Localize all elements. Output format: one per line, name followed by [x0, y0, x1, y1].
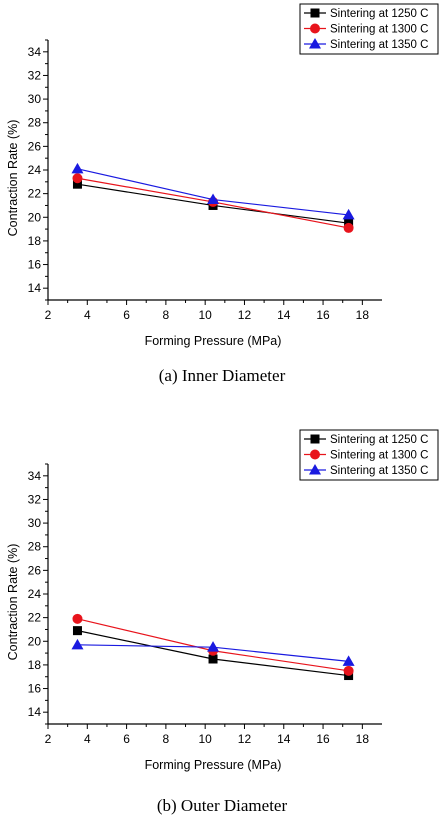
y-tick-label: 14: [28, 705, 42, 719]
legend-label: Sintering at 1300 C: [330, 24, 428, 36]
legend: Sintering at 1250 C Sintering at 1300 C Si…: [299, 429, 439, 481]
x-tick-label: 8: [163, 308, 170, 322]
y-axis-label: Contraction Rate (%): [6, 544, 20, 661]
legend-label: Sintering at 1350 C: [330, 39, 428, 51]
y-tick-label: 24: [28, 587, 42, 601]
legend: Sintering at 1250 C Sintering at 1300 C Si…: [299, 3, 439, 55]
chart-panel-2: 2 4 6 8 10 12 14 16 181416182022242628303234Form…: [6, 429, 439, 815]
legend-marker: [310, 434, 320, 444]
x-tick-label: 12: [238, 732, 252, 746]
y-tick-label: 30: [28, 516, 42, 530]
panel-caption: (a) Inner Diameter: [159, 366, 286, 385]
legend-marker: [309, 38, 321, 49]
y-tick-label: 20: [28, 210, 42, 224]
legend-marker: [310, 449, 320, 460]
data-point: [342, 655, 355, 666]
y-tick-label: 16: [28, 682, 42, 696]
y-tick-label: 28: [28, 116, 42, 130]
x-axis-label: Forming Pressure (MPa): [145, 334, 282, 348]
series-3: [71, 162, 355, 220]
x-tick-label: 4: [84, 732, 91, 746]
data-point: [342, 208, 355, 220]
x-tick-label: 18: [356, 732, 370, 746]
data-point: [207, 193, 220, 205]
data-point: [208, 654, 218, 664]
x-tick-label: 12: [238, 308, 252, 322]
x-tick-label: 2: [45, 308, 52, 322]
y-tick-label: 26: [28, 563, 42, 577]
legend-label: Sintering at 1300 C: [330, 450, 428, 462]
y-tick-label: 34: [28, 469, 42, 483]
data-point: [71, 162, 84, 174]
legend-marker: [310, 23, 320, 34]
legend-marker: [310, 8, 320, 18]
data-point: [343, 222, 354, 233]
y-tick-label: 18: [28, 658, 42, 672]
y-tick-label: 32: [28, 68, 42, 82]
y-tick-label: 34: [28, 45, 42, 59]
x-tick-label: 6: [123, 308, 130, 322]
x-tick-label: 16: [316, 308, 330, 322]
data-point: [72, 626, 82, 636]
x-tick-label: 14: [277, 732, 291, 746]
x-tick-label: 14: [277, 308, 291, 322]
data-point: [207, 641, 220, 652]
y-tick-label: 22: [28, 611, 42, 625]
legend-marker: [309, 464, 321, 475]
x-tick-label: 2: [45, 732, 52, 746]
x-tick-label: 4: [84, 308, 91, 322]
x-tick-label: 16: [316, 732, 330, 746]
y-tick-label: 14: [28, 281, 42, 295]
legend-label: Sintering at 1350 C: [330, 465, 428, 477]
panel-caption: (b) Outer Diameter: [157, 796, 288, 815]
y-tick-label: 16: [28, 258, 42, 272]
x-tick-label: 10: [198, 308, 212, 322]
y-tick-label: 26: [28, 139, 42, 153]
data-point: [71, 638, 84, 650]
x-tick-label: 8: [163, 732, 170, 746]
data-point: [72, 173, 83, 184]
x-tick-label: 6: [123, 732, 130, 746]
y-tick-label: 28: [28, 540, 42, 554]
y-axis-label: Contraction Rate (%): [6, 120, 20, 237]
y-tick-label: 24: [28, 163, 42, 177]
y-tick-label: 18: [28, 234, 42, 248]
legend-label: Sintering at 1250 C: [330, 8, 428, 20]
y-tick-label: 22: [28, 187, 42, 201]
x-axis-label: Forming Pressure (MPa): [145, 758, 282, 772]
data-point: [343, 665, 354, 676]
y-tick-label: 30: [28, 92, 42, 106]
x-tick-label: 18: [356, 308, 370, 322]
legend-label: Sintering at 1250 C: [330, 434, 428, 446]
series-3: [71, 638, 355, 666]
chart-panel-1: 2 4 6 8 10 12 14 16 181416182022242628303234Form…: [6, 3, 439, 385]
y-tick-label: 20: [28, 634, 42, 648]
y-tick-label: 32: [28, 492, 42, 506]
data-point: [72, 179, 82, 189]
x-tick-label: 10: [198, 732, 212, 746]
data-point: [72, 613, 83, 624]
